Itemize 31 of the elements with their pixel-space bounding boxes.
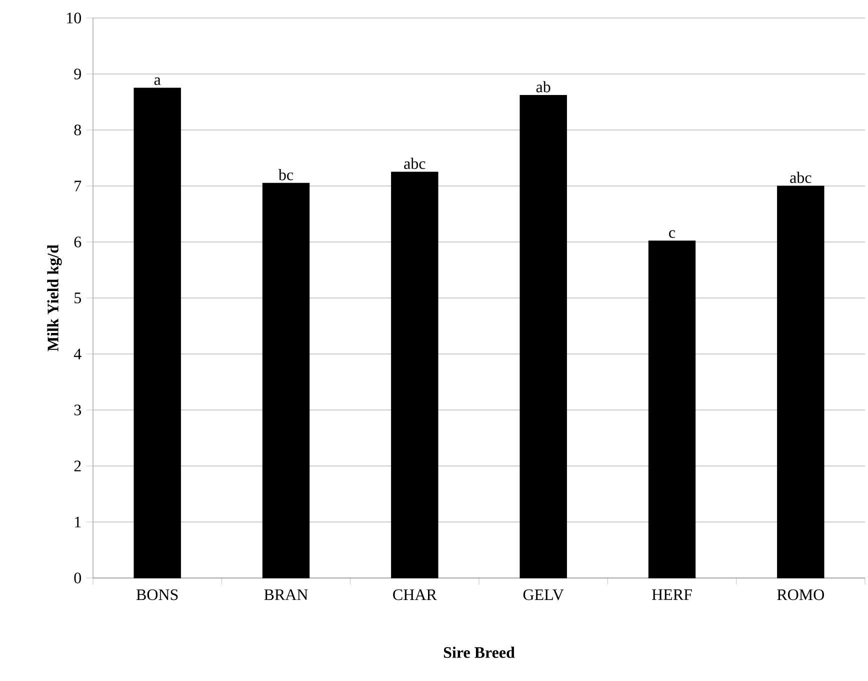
y-tick-label: 7 (74, 180, 82, 192)
x-tick-label: BRAN (264, 589, 308, 600)
y-tick-label: 3 (74, 404, 82, 416)
x-tick-label: ROMO (777, 589, 824, 600)
annotation: c (669, 230, 676, 238)
y-tick-label: 8 (74, 124, 82, 136)
y-axis-title: Milk Yield kg/d (47, 244, 62, 352)
bar (648, 240, 696, 578)
bar (777, 186, 824, 578)
y-tick-label: 9 (74, 68, 81, 80)
x-axis-title: Sire Breed (444, 646, 515, 658)
annotation: abc (790, 172, 812, 184)
annotation: ab (536, 81, 550, 92)
annotation: abc (404, 158, 426, 170)
y-tick-label: 4 (74, 348, 82, 360)
y-tick-label: 2 (74, 460, 81, 472)
annotation: a (154, 77, 161, 86)
bar (262, 182, 310, 578)
y-tick-label: 5 (74, 292, 82, 304)
x-tick-label: GELV (523, 589, 564, 600)
bar (520, 95, 567, 578)
x-tick-label: CHAR (393, 589, 437, 600)
y-tick-label: 0 (74, 572, 82, 584)
bar (391, 172, 438, 578)
bar (134, 88, 181, 578)
y-tick-label: 6 (74, 236, 82, 248)
x-tick-label: HERF (652, 589, 692, 600)
x-tick-label: BONS (136, 589, 178, 600)
annotation: bc (278, 168, 294, 180)
y-tick-label: 10 (67, 12, 82, 24)
y-tick-label: 1 (75, 516, 81, 528)
